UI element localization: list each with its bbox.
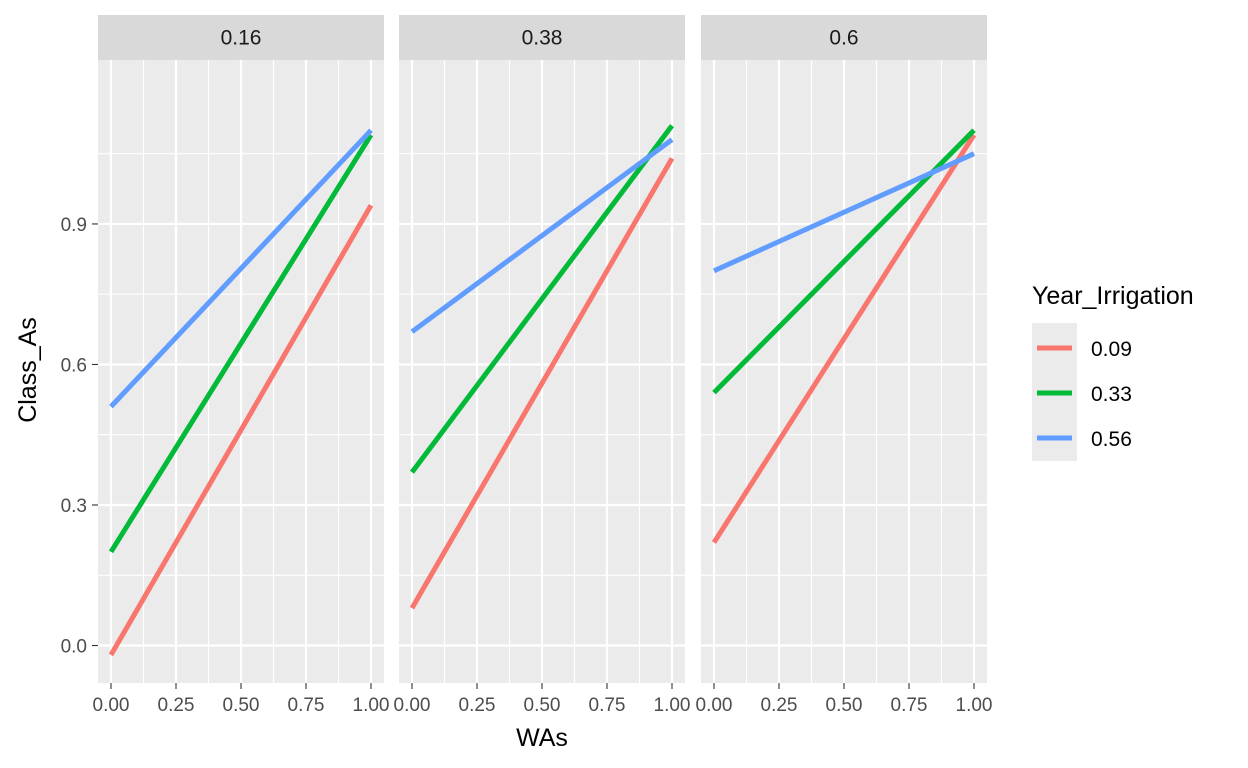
legend-label-0.33: 0.33 xyxy=(1091,383,1132,406)
y-tick-label: 0.9 xyxy=(61,215,87,236)
facet-strip xyxy=(399,15,685,60)
facet-panel-0.6: 0.6 0.00 0.25 0.50 0.75 1.00 xyxy=(696,15,993,716)
series-line-0.09 xyxy=(409,157,675,610)
facet-strip xyxy=(98,15,384,60)
y-tick-label: 0.3 xyxy=(61,496,87,517)
facet-strip-label: 0.6 xyxy=(829,27,858,50)
x-tick-label: 0.00 xyxy=(394,695,431,716)
x-tick-label: 0.50 xyxy=(524,695,561,716)
series-line-0.09 xyxy=(108,203,374,657)
facet-strip xyxy=(701,15,987,60)
x-tick-label: 1.00 xyxy=(654,695,691,716)
facet-panel-0.38: 0.38 0.00 0.25 0.50 0.75 1.00 xyxy=(394,15,691,716)
x-tick-label: 0.25 xyxy=(158,695,195,716)
x-tick-label: 0.25 xyxy=(761,695,798,716)
legend-title: Year_Irrigation xyxy=(1032,282,1194,310)
legend: Year_Irrigation 0.09 0.33 0.56 xyxy=(1032,282,1194,461)
x-tick-label: 0.50 xyxy=(826,695,863,716)
y-axis-title: Class_As xyxy=(14,317,42,423)
series-line-0.56 xyxy=(410,137,674,334)
x-tick-label: 0.75 xyxy=(288,695,325,716)
series-line-0.56 xyxy=(712,151,976,274)
x-tick-label: 0.75 xyxy=(589,695,626,716)
y-tick-label: 0.6 xyxy=(61,355,87,376)
legend-label-0.09: 0.09 xyxy=(1091,338,1132,361)
facet-panels: 0.16 0.00 0.25 0.50 0.75 1.00 0.0 0.3 0.6 0.9 0.38… xyxy=(61,15,993,716)
x-tick-label: 0.00 xyxy=(696,695,733,716)
series-line-0.33 xyxy=(410,124,674,474)
series-line-0.33 xyxy=(108,133,374,554)
x-tick-label: 0.75 xyxy=(891,695,928,716)
x-tick-label: 0.00 xyxy=(93,695,130,716)
series-line-0.56 xyxy=(109,128,373,409)
x-tick-label: 0.50 xyxy=(223,695,260,716)
x-axis-title: WAs xyxy=(516,724,568,752)
x-tick-label: 1.00 xyxy=(353,695,390,716)
legend-label-0.56: 0.56 xyxy=(1091,428,1132,451)
facet-panel-0.16: 0.16 0.00 0.25 0.50 0.75 1.00 0.0 0.3 0.6 0.9 xyxy=(61,15,390,716)
x-tick-label: 1.00 xyxy=(956,695,993,716)
y-tick-label: 0.0 xyxy=(61,637,87,658)
x-tick-label: 0.25 xyxy=(459,695,496,716)
facet-strip-label: 0.16 xyxy=(221,27,262,50)
series-line-0.09 xyxy=(711,133,977,544)
facet-strip-label: 0.38 xyxy=(522,27,563,50)
